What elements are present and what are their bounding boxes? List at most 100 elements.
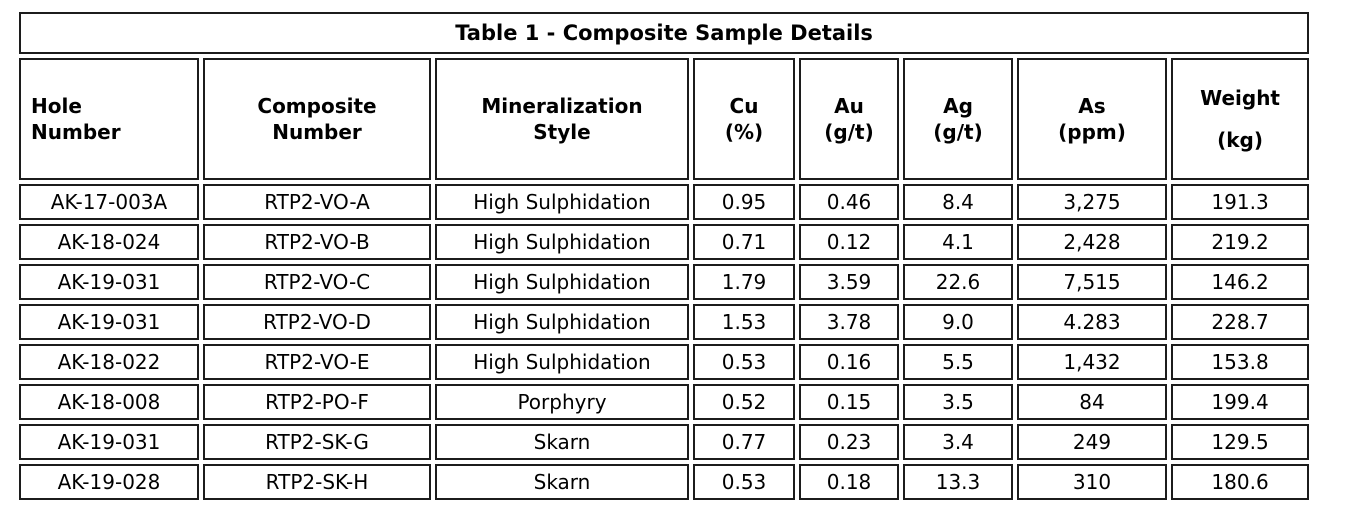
column-header-mineralization-style: Mineralization Style [435, 58, 689, 180]
cell-au: 0.16 [799, 344, 899, 380]
header-label: Mineralization [481, 93, 643, 118]
cell-as: 84 [1017, 384, 1167, 420]
cell-hole-number: AK-18-008 [19, 384, 199, 420]
cell-cu: 0.53 [693, 344, 795, 380]
cell-composite-number: RTP2-SK-H [203, 464, 431, 500]
cell-as: 2,428 [1017, 224, 1167, 260]
cell-weight: 219.2 [1171, 224, 1310, 260]
cell-au: 0.18 [799, 464, 899, 500]
header-label: Style [533, 120, 591, 144]
cell-ag: 13.3 [903, 464, 1013, 500]
cell-weight: 180.6 [1171, 464, 1310, 500]
cell-weight: 228.7 [1171, 304, 1310, 340]
column-header-weight: Weight (kg) [1171, 58, 1310, 180]
header-unit: (ppm) [1058, 120, 1126, 144]
cell-ag: 8.4 [903, 184, 1013, 220]
header-label: Au [834, 93, 864, 118]
cell-weight: 129.5 [1171, 424, 1310, 460]
cell-weight: 146.2 [1171, 264, 1310, 300]
table-row: AK-19-031 RTP2-SK-G Skarn 0.77 0.23 3.4 … [19, 424, 1310, 460]
cell-au: 0.15 [799, 384, 899, 420]
cell-au: 3.59 [799, 264, 899, 300]
cell-au: 0.46 [799, 184, 899, 220]
header-unit: (g/t) [824, 120, 874, 144]
cell-as: 310 [1017, 464, 1167, 500]
header-label: Number [31, 120, 121, 144]
header-unit: (%) [724, 120, 764, 144]
cell-composite-number: RTP2-VO-D [203, 304, 431, 340]
cell-cu: 1.53 [693, 304, 795, 340]
column-header-au: Au (g/t) [799, 58, 899, 180]
cell-cu: 0.71 [693, 224, 795, 260]
cell-mineralization-style: High Sulphidation [435, 304, 689, 340]
cell-au: 0.23 [799, 424, 899, 460]
cell-as: 1,432 [1017, 344, 1167, 380]
cell-mineralization-style: Skarn [435, 464, 689, 500]
cell-ag: 3.4 [903, 424, 1013, 460]
cell-ag: 22.6 [903, 264, 1013, 300]
cell-weight: 199.4 [1171, 384, 1310, 420]
cell-ag: 3.5 [903, 384, 1013, 420]
cell-as: 4.283 [1017, 304, 1167, 340]
cell-mineralization-style: Porphyry [435, 384, 689, 420]
cell-ag: 5.5 [903, 344, 1013, 380]
cell-weight: 191.3 [1171, 184, 1310, 220]
header-row: Hole Number Composite Number Mineralizat… [19, 58, 1310, 180]
table-row: AK-18-008 RTP2-PO-F Porphyry 0.52 0.15 3… [19, 384, 1310, 420]
header-label: Cu [729, 93, 759, 118]
cell-cu: 0.95 [693, 184, 795, 220]
cell-hole-number: AK-18-022 [19, 344, 199, 380]
header-label: Hole [31, 93, 82, 118]
cell-as: 3,275 [1017, 184, 1167, 220]
column-header-hole-number: Hole Number [19, 58, 199, 180]
cell-weight: 153.8 [1171, 344, 1310, 380]
cell-hole-number: AK-19-028 [19, 464, 199, 500]
cell-ag: 9.0 [903, 304, 1013, 340]
table-title: Table 1 - Composite Sample Details [19, 12, 1310, 54]
cell-composite-number: RTP2-SK-G [203, 424, 431, 460]
cell-cu: 0.52 [693, 384, 795, 420]
cell-hole-number: AK-19-031 [19, 424, 199, 460]
column-header-composite-number: Composite Number [203, 58, 431, 180]
header-label: Ag [943, 93, 973, 118]
header-label: As [1078, 93, 1106, 118]
column-header-cu: Cu (%) [693, 58, 795, 180]
column-header-ag: Ag (g/t) [903, 58, 1013, 180]
table-row: AK-19-031 RTP2-VO-C High Sulphidation 1.… [19, 264, 1310, 300]
cell-composite-number: RTP2-VO-C [203, 264, 431, 300]
cell-mineralization-style: High Sulphidation [435, 264, 689, 300]
cell-cu: 0.53 [693, 464, 795, 500]
header-label: Composite [257, 93, 377, 118]
cell-as: 7,515 [1017, 264, 1167, 300]
cell-au: 3.78 [799, 304, 899, 340]
cell-mineralization-style: Skarn [435, 424, 689, 460]
table-row: AK-18-024 RTP2-VO-B High Sulphidation 0.… [19, 224, 1310, 260]
composite-sample-table: Table 1 - Composite Sample Details Hole … [15, 8, 1313, 504]
table-row: AK-18-022 RTP2-VO-E High Sulphidation 0.… [19, 344, 1310, 380]
cell-mineralization-style: High Sulphidation [435, 224, 689, 260]
cell-composite-number: RTP2-VO-A [203, 184, 431, 220]
title-row: Table 1 - Composite Sample Details [19, 12, 1310, 54]
header-unit: (kg) [1217, 127, 1263, 152]
cell-as: 249 [1017, 424, 1167, 460]
cell-au: 0.12 [799, 224, 899, 260]
header-label: Number [272, 120, 362, 144]
cell-hole-number: AK-19-031 [19, 304, 199, 340]
header-unit: (g/t) [933, 120, 983, 144]
cell-hole-number: AK-17-003A [19, 184, 199, 220]
table-row: AK-19-028 RTP2-SK-H Skarn 0.53 0.18 13.3… [19, 464, 1310, 500]
table-row: AK-19-031 RTP2-VO-D High Sulphidation 1.… [19, 304, 1310, 340]
header-label: Weight [1200, 86, 1280, 111]
column-header-as: As (ppm) [1017, 58, 1167, 180]
cell-ag: 4.1 [903, 224, 1013, 260]
table-row: AK-17-003A RTP2-VO-A High Sulphidation 0… [19, 184, 1310, 220]
cell-composite-number: RTP2-VO-E [203, 344, 431, 380]
cell-cu: 1.79 [693, 264, 795, 300]
cell-hole-number: AK-18-024 [19, 224, 199, 260]
cell-hole-number: AK-19-031 [19, 264, 199, 300]
cell-composite-number: RTP2-PO-F [203, 384, 431, 420]
cell-mineralization-style: High Sulphidation [435, 184, 689, 220]
cell-composite-number: RTP2-VO-B [203, 224, 431, 260]
cell-cu: 0.77 [693, 424, 795, 460]
